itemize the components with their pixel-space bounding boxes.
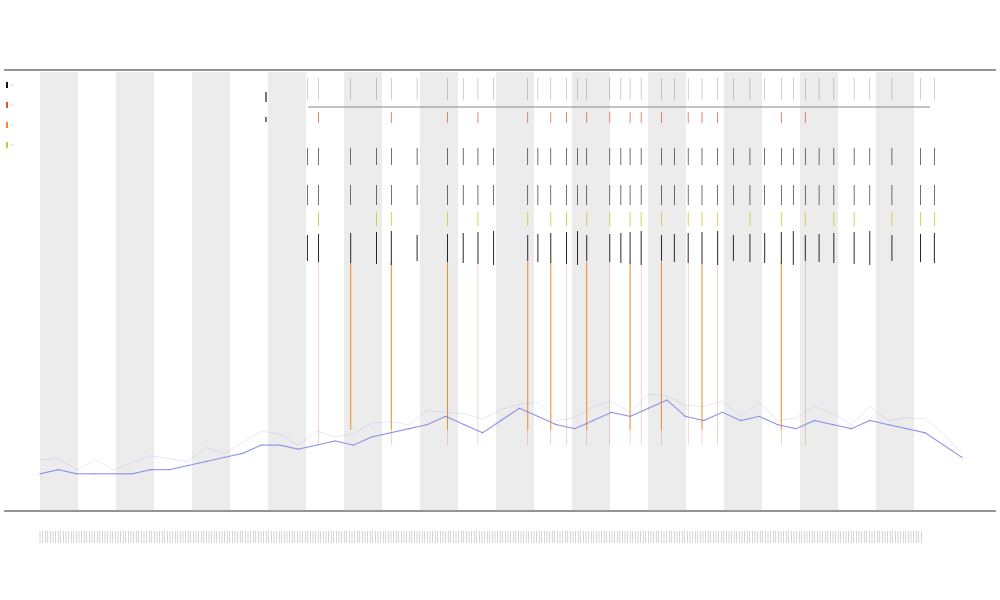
legend-swatch-1 — [6, 102, 8, 108]
depth-point-11 — [242, 452, 244, 454]
band-3 — [268, 72, 306, 510]
depth-point-42 — [813, 419, 816, 422]
depth-point-28 — [555, 424, 557, 426]
depth-point-36 — [703, 419, 705, 422]
depth-point-48 — [924, 432, 926, 434]
inner-legend-a — [265, 92, 267, 102]
depth-point-47 — [906, 428, 908, 430]
depth-point-32 — [629, 415, 631, 417]
band-10 — [800, 72, 838, 510]
depth-point-6 — [150, 469, 152, 471]
depth-point-30 — [592, 419, 594, 422]
depth-point-18 — [371, 436, 373, 438]
depth-line-noise — [39, 393, 963, 471]
depth-point-46 — [887, 424, 889, 426]
depth-point-12 — [260, 444, 262, 446]
depth-point-37 — [721, 411, 723, 413]
depth-point-7 — [168, 469, 170, 471]
depth-point-23 — [463, 424, 465, 426]
band-6 — [496, 72, 534, 510]
depth-point-49 — [942, 444, 945, 446]
depth-point-33 — [647, 407, 650, 409]
x-tick-marks — [39, 531, 922, 543]
legend-swatch-0 — [6, 82, 8, 88]
depth-point-38 — [740, 419, 742, 422]
legend — [6, 82, 267, 148]
depth-point-15 — [316, 444, 318, 446]
series-3 — [318, 212, 935, 226]
plot-frame — [4, 69, 996, 512]
depth-point-39 — [758, 415, 760, 417]
depth-point-10 — [223, 456, 225, 458]
depth-point-20 — [408, 428, 410, 430]
depth-point-3 — [94, 473, 96, 475]
depth-point-9 — [205, 460, 207, 463]
depth-point-31 — [611, 411, 613, 413]
depth-point-29 — [574, 428, 576, 430]
depth-point-13 — [279, 444, 281, 446]
depth-point-19 — [389, 432, 391, 434]
depth-points — [39, 399, 963, 475]
depth-point-21 — [426, 424, 428, 426]
depth-point-14 — [297, 448, 299, 450]
depth-point-34 — [666, 399, 668, 401]
depth-point-43 — [832, 424, 834, 426]
depth-point-44 — [850, 428, 852, 430]
series-2 — [350, 262, 782, 430]
series-layer — [39, 78, 963, 475]
depth-point-2 — [76, 473, 78, 475]
depth-point-50 — [961, 456, 963, 458]
depth-point-45 — [869, 419, 871, 422]
depth-point-24 — [481, 432, 484, 434]
band-0 — [40, 72, 78, 510]
series-4 — [306, 78, 935, 265]
legend-swatch-3 — [6, 142, 8, 148]
depth-point-25 — [500, 419, 502, 422]
band-5 — [420, 72, 458, 510]
depth-point-35 — [684, 415, 687, 417]
band-9 — [724, 72, 762, 510]
depth-point-1 — [57, 469, 60, 471]
band-11 — [876, 72, 914, 510]
band-2 — [192, 72, 230, 510]
depth-point-16 — [334, 440, 336, 442]
depth-point-8 — [186, 465, 189, 467]
depth-point-40 — [777, 424, 779, 426]
depth-point-0 — [39, 473, 41, 475]
background-bands — [40, 72, 914, 510]
depth-point-26 — [518, 407, 521, 409]
depth-point-5 — [131, 473, 133, 475]
depth-point-4 — [113, 473, 115, 475]
depth-point-27 — [537, 415, 539, 417]
depth-point-22 — [445, 415, 447, 417]
legend-swatch-2 — [6, 122, 8, 128]
inner-legend-b — [265, 117, 267, 122]
band-1 — [116, 72, 154, 510]
depth-point-41 — [795, 428, 797, 430]
band-8 — [648, 72, 686, 510]
depth-point-17 — [352, 444, 355, 446]
band-7 — [572, 72, 610, 510]
